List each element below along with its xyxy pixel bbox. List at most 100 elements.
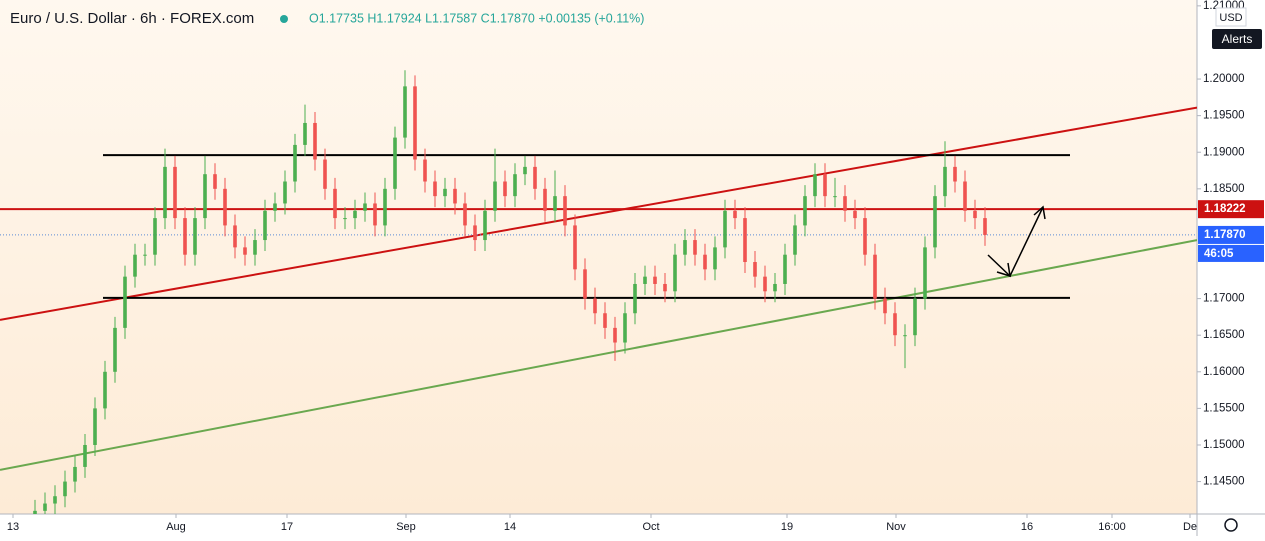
y-tick-label: 1.18500 [1203, 183, 1245, 195]
time-scale [0, 514, 1197, 536]
ohlc-values: O1.17735 H1.17924 L1.17587 C1.17870 +0.0… [309, 11, 644, 25]
candle-body [323, 159, 327, 189]
candle-body [893, 313, 897, 336]
candle-body [703, 254, 707, 270]
candle-body [333, 188, 337, 219]
x-tick-label: Aug [166, 521, 186, 533]
y-tick-label: 1.17000 [1203, 293, 1245, 305]
candle-body [953, 166, 957, 182]
candle-body [513, 174, 517, 197]
x-tick-label: Sep [396, 521, 416, 533]
candle-body [243, 247, 247, 255]
x-tick-label: 13 [7, 521, 19, 533]
candle-body [373, 203, 377, 226]
candle-body [833, 196, 837, 198]
candle-body [363, 203, 367, 211]
candle-body [133, 254, 137, 277]
candle-body [553, 196, 557, 211]
candle-body [933, 196, 937, 248]
candle-body [33, 510, 37, 514]
candle-body [73, 466, 77, 482]
alerts-button[interactable] [1212, 29, 1262, 49]
candle-body [923, 247, 927, 299]
candle-body [303, 122, 307, 145]
candle-body [983, 218, 987, 235]
candle-body [673, 254, 677, 292]
candle-body [253, 240, 257, 255]
candle-body [473, 225, 477, 241]
candle-body [53, 496, 57, 504]
candle-body [273, 203, 277, 211]
market-status [280, 15, 288, 23]
candle-body [593, 298, 597, 314]
last-price-label: 1.17870 [1204, 229, 1246, 241]
candle-body [583, 269, 587, 299]
candle-body [973, 210, 977, 219]
candle-body [853, 210, 857, 219]
candle-body [743, 218, 747, 263]
x-tick-label: Nov [886, 521, 906, 533]
candle-body [523, 166, 527, 175]
candle-body [353, 210, 357, 219]
candle-body [813, 174, 817, 197]
candle-body [443, 188, 447, 197]
y-tick-label: 1.19000 [1203, 146, 1245, 158]
candle-body [903, 335, 907, 337]
candle-body [653, 276, 657, 284]
candle-body [713, 247, 717, 270]
candle-body [143, 254, 147, 256]
candle-body [453, 188, 457, 204]
candle-body [943, 166, 947, 197]
candle-body [863, 218, 867, 255]
candle-body [423, 159, 427, 182]
settings-icon[interactable] [1224, 518, 1238, 532]
candle-body [383, 188, 387, 226]
symbol-title: Euro / U.S. Dollar · 6h · FOREX.com [10, 10, 254, 27]
price-line-label: 1.18222 [1204, 203, 1246, 215]
candle-body [343, 218, 347, 220]
candle-body [433, 181, 437, 197]
candle-body [603, 313, 607, 328]
y-tick-label: 1.16500 [1203, 329, 1245, 341]
last-price-label-badge [1198, 225, 1264, 244]
candle-body [113, 327, 117, 372]
countdown-badge [1198, 244, 1264, 262]
candle-body [263, 210, 267, 241]
candle-body [293, 144, 297, 182]
trend-line [0, 239, 1197, 471]
candle-body [403, 86, 407, 138]
axes: 1.14500 1.15000 1.15500 1.16000 1.16500 1.170… [7, 0, 1264, 533]
x-tick-label: 17 [281, 521, 293, 533]
price-scale [1197, 0, 1265, 536]
alerts-label[interactable]: Alerts [1222, 32, 1253, 46]
countdown: 46:05 [1204, 248, 1234, 260]
x-tick-label: 16 [1021, 521, 1033, 533]
candle-body [543, 188, 547, 211]
candle-body [393, 137, 397, 189]
x-tick-label: De [1183, 521, 1197, 533]
candle-body [193, 218, 197, 255]
candle-body [123, 276, 127, 328]
candle-body [313, 122, 317, 160]
y-tick-label: 1.15500 [1203, 402, 1245, 414]
candle-body [663, 283, 667, 292]
currency-box[interactable] [1215, 7, 1247, 27]
plot-background [0, 0, 1197, 514]
candle-body [643, 276, 647, 284]
currency: USD [1219, 12, 1242, 24]
candle-body [723, 210, 727, 248]
x-tick-label: 14 [504, 521, 516, 533]
candle-body [773, 283, 777, 292]
candle-body [883, 298, 887, 314]
candle-body [783, 254, 787, 284]
candle-body [733, 210, 737, 219]
candle-body [153, 218, 157, 255]
candle-body [463, 203, 467, 226]
candle-body [913, 298, 917, 336]
arrow-head [1033, 205, 1046, 220]
candle-body [753, 262, 757, 277]
y-tick-label: 1.16000 [1203, 366, 1245, 378]
candle-body [803, 196, 807, 226]
candle-body [683, 240, 687, 255]
candle-body [63, 481, 67, 497]
